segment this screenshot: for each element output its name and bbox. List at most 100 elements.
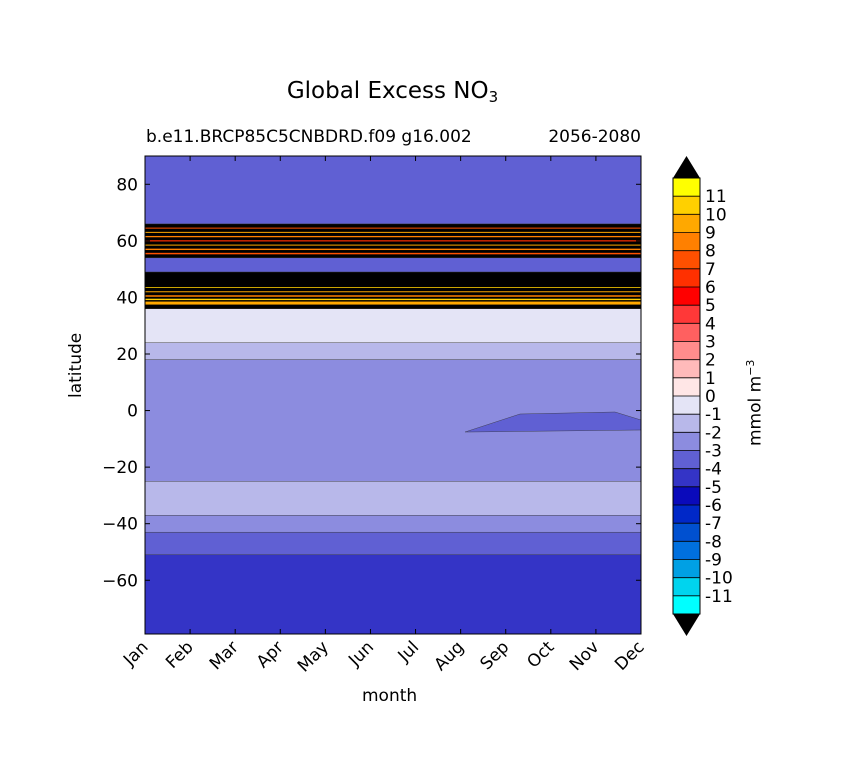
chart-title: Global Excess NO3 [286,78,499,106]
x-tick-label: Jan [119,637,152,670]
colorbar-tick-label: 5 [705,296,716,316]
colorbar-segment [673,486,700,506]
colorbar-label: mmol m−3 [744,359,766,446]
colorbar-segment [673,377,700,397]
contour-band [145,156,641,225]
streak [145,235,641,238]
colorbar-segment [673,305,700,324]
contour-band [145,308,641,343]
x-tick-label: Sep [476,637,513,674]
colorbar-segment [673,250,700,270]
x-tick-label: Feb [162,637,197,672]
y-tick-label: −60 [102,571,138,591]
colorbar-segment [673,196,700,215]
colorbar-segment [673,559,700,578]
colorbar-tick-label: 7 [705,260,716,280]
y-tick-label: −20 [102,458,138,478]
streak [145,227,641,229]
x-tick-label: Jun [344,637,378,671]
colorbar-under-arrow [673,614,700,636]
colorbar-tick-label: 0 [705,387,716,407]
colorbar-over-arrow [673,156,700,178]
colorbar-tick-label: 1 [705,369,716,389]
y-tick-label: 20 [116,345,138,365]
colorbar-tick-label: -8 [705,532,722,552]
colorbar-segment [673,214,700,233]
streak [145,244,641,246]
contour-patch [464,411,641,433]
colorbar-tick-label: 6 [705,278,716,298]
colorbar-tick-label: 11 [705,187,727,207]
colorbar-tick-label: -9 [705,551,722,571]
streak [145,252,641,255]
x-tick-label: Apr [253,637,288,672]
y-tick-label: 60 [116,232,138,252]
colorbar-tick-label: -7 [705,514,722,534]
colorbar-tick-label: -3 [705,442,722,462]
colorbar-segment [673,541,700,560]
colorbar-tick-label: -11 [705,587,733,607]
colorbar-segment [673,178,700,197]
contour-band [145,257,641,273]
streak [145,301,641,305]
y-axis: −60 −40 −20 0 20 40 60 80 [102,175,641,591]
colorbar-tick-label: 8 [705,242,716,262]
y-tick-label: 40 [116,288,138,308]
colorbar-tick-label: -1 [705,405,722,425]
colorbar-segment [673,468,700,488]
colorbar-segment [673,268,700,288]
colorbar-segment [673,432,700,451]
colorbar-segment [673,523,700,542]
colorbar-segment [673,577,700,597]
x-tick-label: Nov [566,637,604,675]
colorbar-segment [673,414,700,433]
x-tick-label: Jul [394,637,423,666]
colorbar-segment [673,341,700,360]
streak [145,295,641,297]
contour-band [145,515,641,533]
y-tick-label: −40 [102,515,138,535]
streak [145,291,641,293]
y-tick-label: 0 [127,402,138,422]
contour-band [145,531,641,556]
streak [145,248,641,251]
y-tick-label: 80 [116,175,138,195]
colorbar-segment [673,450,700,469]
colorbar-segment [673,505,700,524]
colorbar-tick-label: -2 [705,423,722,443]
colorbar-segment [673,396,700,415]
streak [145,231,641,233]
contour-band [145,554,641,634]
x-tick-label: Dec [611,637,648,674]
colorbar-segment [673,287,700,306]
colorbar-tick-label: 10 [705,205,727,225]
case-name: b.e11.BRCP85C5CNBDRD.f09 g16.002 [146,127,472,147]
colorbar-segment [673,323,700,342]
x-tick-label: Mar [206,637,243,674]
streak [145,298,641,301]
x-tick-label: Aug [431,637,469,675]
year-range: 2056-2080 [548,127,641,147]
colorbar-tick-label: 9 [705,224,716,244]
colorbar-tick-label: -6 [705,496,722,516]
x-axis-label: month [362,686,418,706]
streak [145,287,641,288]
colorbar-tick-label: 3 [705,333,716,353]
x-tick-label: Oct [523,637,558,672]
y-axis-label: latitude [66,332,86,398]
contour-band [145,481,641,516]
plot-area [145,156,641,634]
colorbar-segment [673,232,700,251]
colorbar-tick-label: -5 [705,478,722,498]
x-tick-label: May [294,637,333,676]
colorbar-tick-label: 4 [705,314,716,334]
plot-frame [144,155,642,635]
colorbar-segment [673,595,700,615]
colorbar-tick-label: 2 [705,351,716,371]
streak [145,240,641,242]
colorbar-segment [673,359,700,379]
colorbar-tick-label: -4 [705,460,722,480]
contour-band [145,342,641,360]
